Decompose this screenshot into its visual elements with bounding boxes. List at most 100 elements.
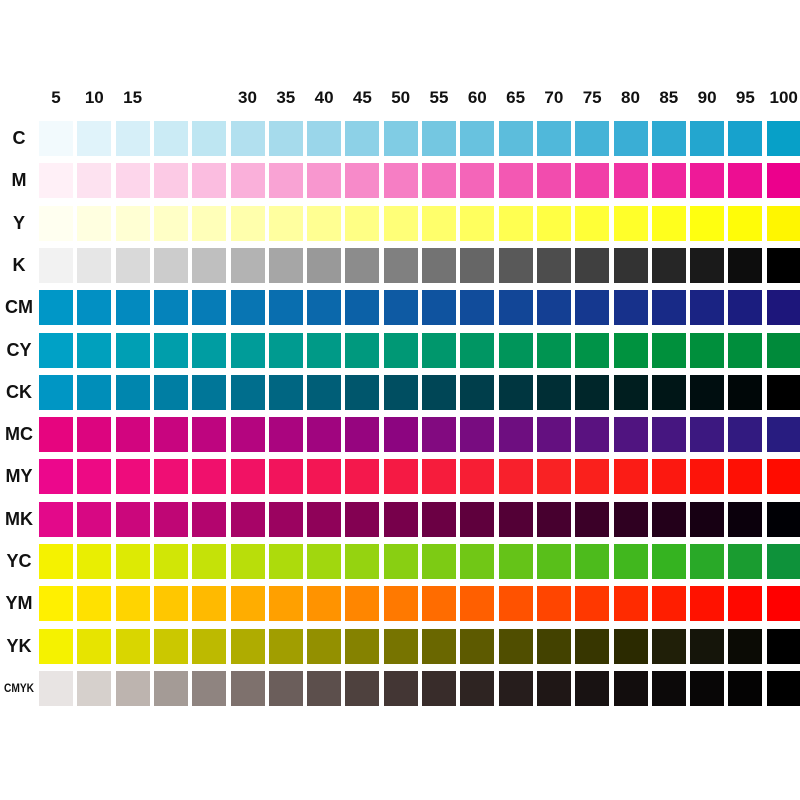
color-swatch-yk-30 <box>230 628 265 664</box>
color-swatch-yk-100 <box>766 628 800 664</box>
color-swatch-yc-30 <box>230 544 265 579</box>
color-swatch-c-80 <box>613 121 648 156</box>
color-swatch-yc-60 <box>460 544 495 579</box>
color-swatch-m-70 <box>536 163 571 199</box>
color-swatch-mc-85 <box>651 417 686 453</box>
column-label: 55 <box>429 88 449 107</box>
color-swatch-cm-80 <box>613 290 648 326</box>
color-swatch-mc-65 <box>498 417 533 453</box>
column-label: 50 <box>391 88 411 107</box>
color-swatch-my-75 <box>575 459 610 495</box>
color-swatch-k-95 <box>728 247 763 283</box>
color-swatch-cy-50 <box>383 332 418 368</box>
color-swatch-my-95 <box>728 459 763 495</box>
color-swatch-cy-70 <box>536 332 571 368</box>
color-swatch-mc-10 <box>77 417 112 453</box>
color-swatch-yc-85 <box>651 544 686 579</box>
color-swatch-ck-45 <box>345 374 380 410</box>
color-swatch-mc-75 <box>575 417 610 453</box>
color-swatch-mc-20 <box>153 417 188 453</box>
color-swatch-mk-100 <box>766 501 800 537</box>
color-swatch-my-20 <box>153 459 188 495</box>
color-swatch-mk-70 <box>536 501 571 537</box>
color-swatch-cm-15 <box>115 290 150 326</box>
color-swatch-yc-95 <box>728 544 763 579</box>
color-swatch-cmyk-90 <box>690 670 725 706</box>
column-label: 75 <box>582 88 602 107</box>
color-swatch-yk-75 <box>575 628 610 664</box>
color-swatch-cy-10 <box>77 332 112 368</box>
color-swatch-yk-35 <box>268 628 303 664</box>
color-swatch-my-25 <box>192 459 227 495</box>
column-label: 65 <box>506 88 526 107</box>
color-swatch-cm-25 <box>192 290 227 326</box>
color-swatch-cy-65 <box>498 332 533 368</box>
color-swatch-mk-65 <box>498 501 533 537</box>
color-swatch-cy-60 <box>460 332 495 368</box>
column-label: 35 <box>276 88 296 107</box>
color-swatch-yk-45 <box>345 628 380 664</box>
color-swatch-k-40 <box>307 247 342 283</box>
row-label: M <box>11 170 27 191</box>
color-swatch-cm-55 <box>422 290 456 326</box>
color-swatch-k-30 <box>230 247 265 283</box>
color-swatch-my-60 <box>460 459 495 495</box>
color-swatch-c-75 <box>575 121 610 156</box>
column-label: 40 <box>314 88 334 107</box>
color-swatch-cmyk-85 <box>651 670 686 706</box>
color-swatch-cmyk-50 <box>383 670 418 706</box>
color-swatch-cm-90 <box>690 290 725 326</box>
color-swatch-k-65 <box>498 247 533 283</box>
color-swatch-c-40 <box>307 121 342 156</box>
color-swatch-cy-85 <box>651 332 686 368</box>
color-swatch-cmyk-70 <box>536 670 571 706</box>
color-swatch-yk-70 <box>536 628 571 664</box>
color-swatch-y-30 <box>230 205 265 241</box>
color-swatch-y-50 <box>383 205 418 241</box>
color-swatch-ck-70 <box>536 374 571 410</box>
color-swatch-mc-45 <box>345 417 380 453</box>
color-swatch-c-25 <box>192 121 227 156</box>
color-swatch-ym-5 <box>39 586 73 622</box>
color-swatch-y-5 <box>39 205 73 241</box>
color-swatch-mc-15 <box>115 417 150 453</box>
color-swatch-cm-70 <box>536 290 571 326</box>
column-label: 5 <box>51 88 61 107</box>
color-swatch-ym-40 <box>307 586 342 622</box>
color-swatch-my-30 <box>230 459 265 495</box>
color-swatch-mk-50 <box>383 501 418 537</box>
color-swatch-yc-65 <box>498 544 533 579</box>
color-swatch-k-85 <box>651 247 686 283</box>
color-swatch-m-30 <box>230 163 265 199</box>
color-swatch-ym-35 <box>268 586 303 622</box>
color-swatch-m-5 <box>39 163 73 199</box>
color-swatch-m-80 <box>613 163 648 199</box>
color-swatch-c-20 <box>153 121 188 156</box>
color-swatch-ym-50 <box>383 586 418 622</box>
row-label: CM <box>5 297 33 318</box>
row-label: MC <box>5 424 33 445</box>
color-swatch-ck-75 <box>575 374 610 410</box>
color-swatch-ck-10 <box>77 374 112 410</box>
color-swatch-cy-20 <box>153 332 188 368</box>
color-swatch-k-20 <box>153 247 188 283</box>
color-swatch-mk-45 <box>345 501 380 537</box>
color-swatch-ck-55 <box>422 374 456 410</box>
color-swatch-cm-75 <box>575 290 610 326</box>
color-swatch-cm-30 <box>230 290 265 326</box>
color-swatch-yc-90 <box>690 544 725 579</box>
color-swatch-y-70 <box>536 205 571 241</box>
color-swatch-cmyk-20 <box>153 670 188 706</box>
color-swatch-mk-20 <box>153 501 188 537</box>
color-swatch-cmyk-100 <box>766 670 800 706</box>
color-swatch-ym-85 <box>651 586 686 622</box>
color-swatch-cy-30 <box>230 332 265 368</box>
color-swatch-m-65 <box>498 163 533 199</box>
color-swatch-m-55 <box>422 163 456 199</box>
color-swatch-yk-60 <box>460 628 495 664</box>
color-swatch-y-90 <box>690 205 725 241</box>
color-swatch-ym-15 <box>115 586 150 622</box>
color-swatch-c-55 <box>422 121 456 156</box>
color-swatch-k-50 <box>383 247 418 283</box>
color-swatch-ck-15 <box>115 374 150 410</box>
